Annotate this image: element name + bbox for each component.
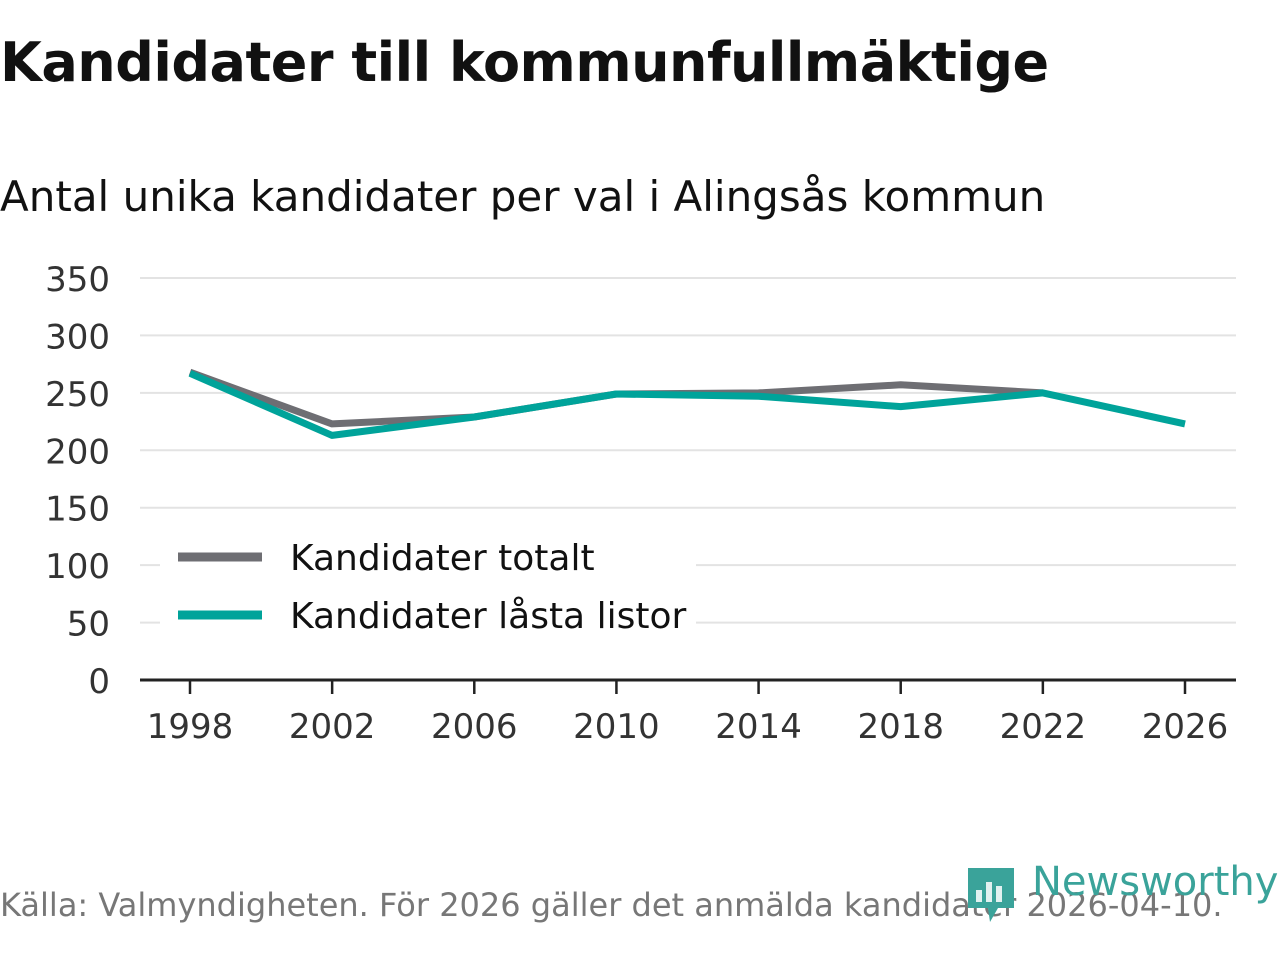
y-tick-label: 200 bbox=[45, 432, 110, 472]
x-tick-label: 2026 bbox=[1142, 707, 1229, 747]
y-tick-label: 300 bbox=[45, 317, 110, 357]
legend-background bbox=[160, 528, 696, 648]
y-tick-label: 100 bbox=[45, 547, 110, 587]
series-line-2 bbox=[188, 370, 1186, 439]
chart-title: Kandidater till kommunfullmäktige bbox=[0, 31, 1049, 94]
y-tick-label: 250 bbox=[45, 375, 110, 415]
x-tick-label: 2010 bbox=[573, 707, 660, 747]
x-tick-label: 2022 bbox=[1000, 707, 1087, 747]
y-tick-label: 50 bbox=[67, 605, 110, 645]
x-tick-label: 2014 bbox=[715, 707, 802, 747]
legend-label: Kandidater låsta listor bbox=[290, 596, 686, 637]
x-tick-label: 2018 bbox=[857, 707, 944, 747]
legend-label: Kandidater totalt bbox=[290, 538, 595, 579]
x-tick-label: 2006 bbox=[431, 707, 518, 747]
x-tick-label: 2002 bbox=[289, 707, 376, 747]
legend: Kandidater totalt Kandidater låsta listor bbox=[160, 528, 696, 648]
source-note: Källa: Valmyndigheten. För 2026 gäller d… bbox=[0, 886, 1223, 924]
y-axis-ticks: 0 50 100 150 200 250 300 350 bbox=[45, 260, 110, 702]
brand-name: Newsworthy bbox=[1032, 859, 1279, 905]
x-tick-label: 1998 bbox=[147, 707, 234, 747]
y-tick-label: 0 bbox=[88, 662, 110, 702]
series-line-1 bbox=[188, 368, 1044, 428]
y-tick-label: 350 bbox=[45, 260, 110, 300]
chart-subtitle: Antal unika kandidater per val i Alingså… bbox=[0, 172, 1046, 221]
newsworthy-logo-icon bbox=[968, 868, 1014, 922]
y-tick-label: 150 bbox=[45, 490, 110, 530]
x-axis: 1998 2002 2006 2010 2014 2018 2022 2026 bbox=[140, 678, 1236, 747]
series-lines bbox=[188, 368, 1186, 439]
